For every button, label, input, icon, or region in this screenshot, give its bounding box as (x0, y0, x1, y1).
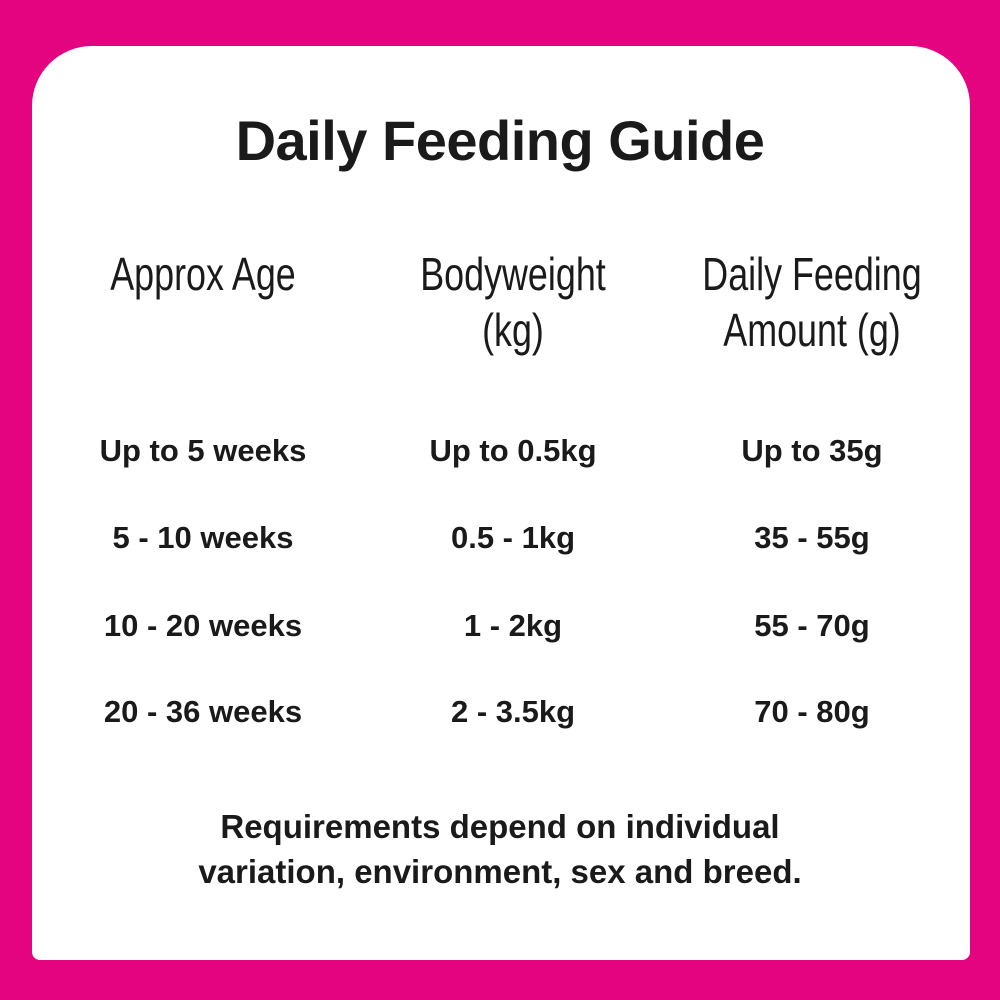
column-header-line: Approx Age (110, 248, 296, 300)
table-cell: 0.5 - 1kg (450, 520, 576, 555)
table-cell: 55 - 70g (754, 608, 870, 643)
footer-line: variation, environment, sex and breed. (198, 853, 802, 890)
page-title: Daily Feeding Guide (235, 109, 765, 172)
table-cell: 2 - 3.5kg (450, 694, 576, 729)
table-cell: 10 - 20 weeks (103, 608, 303, 643)
guide-card (32, 46, 970, 960)
column-header-line: Daily Feeding (702, 248, 922, 300)
footer-note: Requirements depend on individual variat… (0, 804, 1000, 894)
column-header: Approx Age (63, 246, 344, 302)
footer-line: Requirements depend on individual (220, 808, 780, 845)
table-cell: 70 - 80g (754, 694, 870, 729)
table-cell: Up to 35g (741, 433, 883, 468)
column-header-line: Amount (g) (723, 304, 901, 356)
table-cell: Up to 5 weeks (99, 433, 307, 468)
table-cell: Up to 0.5kg (429, 433, 597, 468)
table-cell: 5 - 10 weeks (112, 520, 294, 555)
table-cell: 35 - 55g (754, 520, 870, 555)
column-header-line: Bodyweight (420, 248, 606, 300)
column-header-line: (kg) (482, 304, 544, 356)
column-header: Bodyweight (kg) (373, 246, 654, 358)
table-cell: 1 - 2kg (463, 608, 563, 643)
column-header: Daily Feeding Amount (g) (672, 246, 953, 358)
table-cell: 20 - 36 weeks (103, 694, 303, 729)
